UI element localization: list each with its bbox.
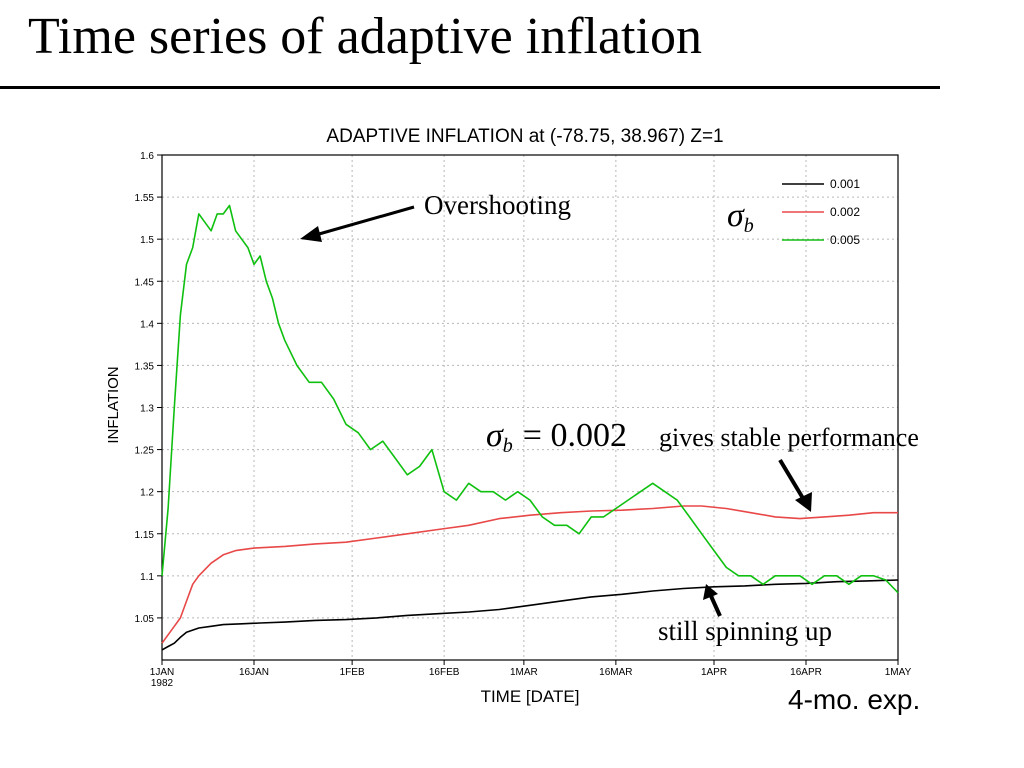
x-tick-label: 1FEB xyxy=(340,667,365,678)
x-tick-label-year: 1982 xyxy=(151,678,174,689)
y-tick-label: 1.1 xyxy=(140,572,154,583)
overshoot-arrowhead xyxy=(300,226,322,242)
series-line-0.005 xyxy=(161,204,899,594)
y-tick-label: 1.55 xyxy=(135,193,155,204)
x-tick-label: 16FEB xyxy=(429,667,460,678)
y-tick-label: 1.25 xyxy=(135,446,155,457)
legend-sigma: σ xyxy=(727,197,745,234)
series-line-0.001 xyxy=(161,579,899,651)
stable-text: gives stable performance xyxy=(659,423,919,452)
y-tick-label: 1.45 xyxy=(135,277,155,288)
legend-label-0.002: 0.002 xyxy=(830,205,860,219)
x-tick-label: 1MAY xyxy=(885,667,912,678)
y-tick-label: 1.05 xyxy=(135,614,155,625)
y-tick-label: 1.35 xyxy=(135,361,155,372)
x-tick-label: 16APR xyxy=(790,667,822,678)
y-axis-label: INFLATION xyxy=(105,366,122,443)
x-tick-label: 16MAR xyxy=(599,667,632,678)
stable-sigma: σ xyxy=(486,417,504,454)
series-layer xyxy=(161,204,899,651)
legend-sigma-label: σb xyxy=(727,197,754,237)
spinning-annotation: still spinning up xyxy=(658,616,832,646)
chart-title: ADAPTIVE INFLATION at (-78.75, 38.967) Z… xyxy=(326,126,723,147)
x-tick-label: 1MAR xyxy=(510,667,538,678)
y-tick-label: 1.2 xyxy=(140,488,154,499)
x-tick-label: 1JAN xyxy=(150,667,174,678)
legend: 0.001 0.002 0.005 xyxy=(782,177,860,247)
title-underline xyxy=(0,86,940,89)
stable-sigma-sub: b xyxy=(503,435,513,457)
series-line-0.002 xyxy=(161,505,898,644)
y-tick-label: 1.5 xyxy=(140,235,154,246)
y-tick-label: 1.6 xyxy=(140,151,154,162)
spinning-arrowhead xyxy=(703,584,718,600)
stable-arrowhead xyxy=(795,492,812,512)
y-tick-label: 1.3 xyxy=(140,404,154,415)
experiment-footnote: 4-mo. exp. xyxy=(788,684,921,715)
stable-annotation: σb = 0.002 xyxy=(486,417,627,457)
stable-arrow xyxy=(778,458,806,502)
x-axis-label: TIME [DATE] xyxy=(481,687,580,706)
overshoot-annotation: Overshooting xyxy=(424,190,571,220)
grid-layer xyxy=(162,154,898,660)
x-tick-label: 16JAN xyxy=(239,667,269,678)
slide-title: Time series of adaptive inflation xyxy=(28,8,702,65)
overshoot-arrow xyxy=(311,205,415,238)
x-tick-label: 1APR xyxy=(701,667,727,678)
legend-label-0.005: 0.005 xyxy=(830,233,860,247)
y-tick-label: 1.4 xyxy=(140,319,154,330)
stable-equation: = 0.002 xyxy=(523,417,627,454)
legend-label-0.001: 0.001 xyxy=(830,177,860,191)
legend-sigma-sub: b xyxy=(744,215,754,237)
spinning-arrow xyxy=(709,595,722,617)
y-tick-label: 1.15 xyxy=(135,530,155,541)
y-axis: 1.05 1.1 1.15 1.2 1.25 1.3 1.35 1.4 1.45 1.5 1.55 1… xyxy=(135,151,162,625)
